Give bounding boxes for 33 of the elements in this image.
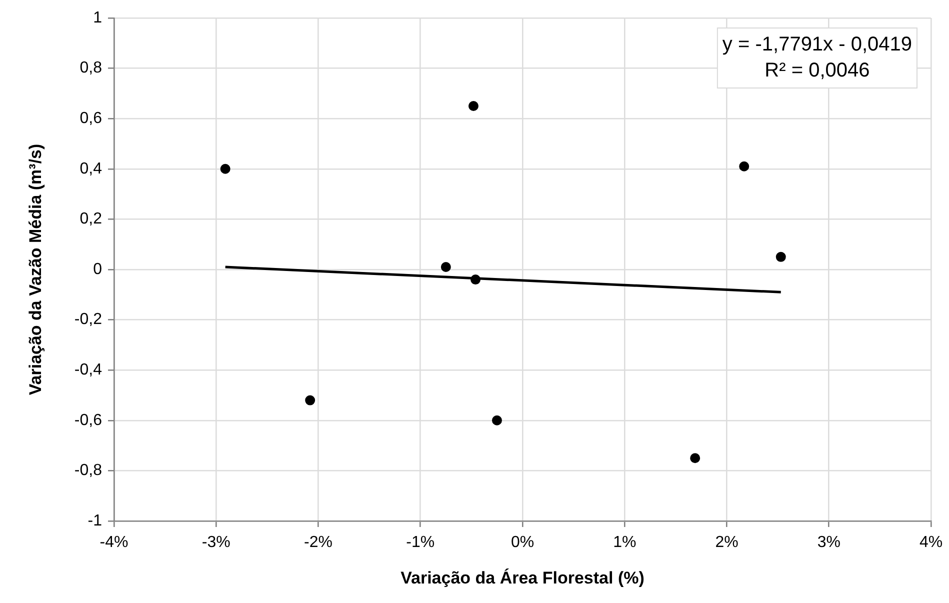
point (470, 274, 481, 285)
x-tick-label: 3% (817, 534, 840, 552)
y-tick-label: -0,8 (74, 462, 102, 480)
point (468, 101, 478, 112)
point (492, 415, 502, 426)
x-tick-label: 0% (510, 534, 534, 552)
point (690, 453, 700, 464)
x-tick-label: -1% (406, 534, 435, 552)
point (305, 395, 316, 406)
x-tick-label: 2% (715, 534, 738, 552)
y-tick-label: 1 (93, 9, 102, 26)
y-axis-title: Variação da Vazão Média (m³/s) (26, 144, 45, 396)
y-tick-label: 0,2 (80, 210, 102, 228)
y-tick-label: 0,4 (80, 160, 102, 178)
point (220, 164, 230, 174)
y-tick-label: 0 (93, 260, 102, 278)
y-tick-label: 0,6 (80, 110, 102, 128)
y-tick-label: -0,2 (74, 311, 102, 328)
annotation: R² = 0,0046 (764, 60, 870, 82)
x-axis-title: Variação da Área Florestal (%) (400, 567, 644, 588)
x-tick-label: -4% (100, 534, 128, 552)
y-tick-label: -0,4 (74, 362, 102, 379)
x-tick-label: 1% (613, 534, 636, 552)
y-tick-label: -0,6 (74, 412, 102, 429)
x-tick-label: -3% (202, 534, 230, 552)
point (440, 262, 451, 272)
point (739, 161, 750, 172)
annotation: y = -1,7791x - 0,0419 (722, 34, 912, 56)
x-tick-label: 4% (919, 534, 943, 552)
y-tick-label: -1 (88, 512, 102, 530)
x-tick-label: -2% (304, 534, 332, 552)
point (776, 252, 786, 262)
y-tick-label: 0,8 (80, 60, 102, 77)
